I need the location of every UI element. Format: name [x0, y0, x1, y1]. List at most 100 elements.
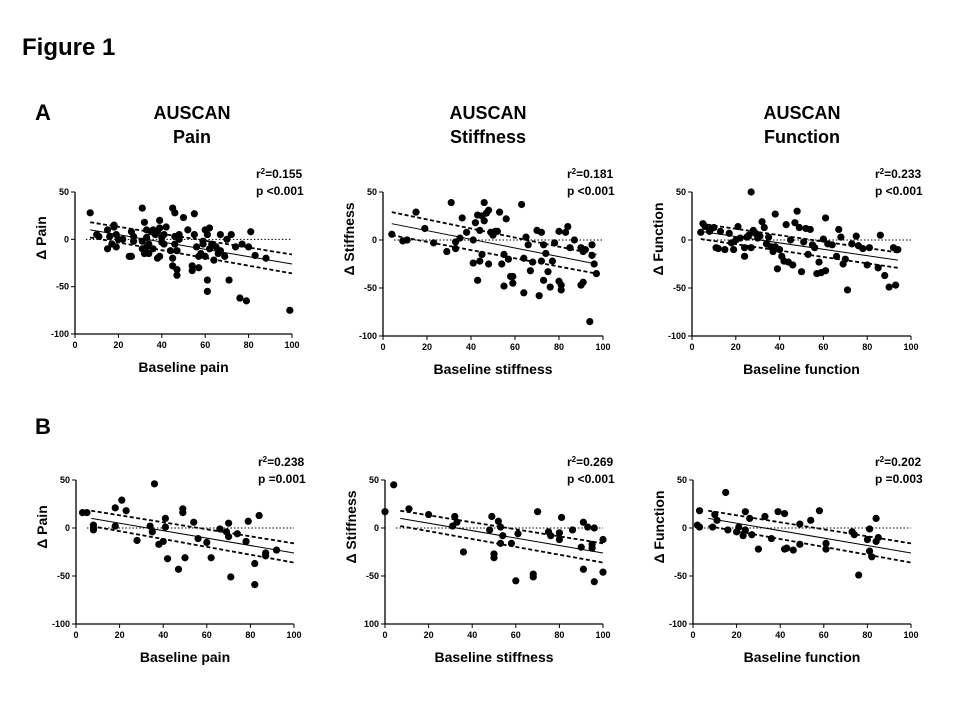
p-value-label: p <0.001 — [256, 184, 304, 198]
data-point — [163, 555, 172, 563]
data-point — [709, 523, 717, 531]
data-point — [741, 508, 749, 516]
superscript-2: 2 — [880, 167, 885, 176]
x-tick-label: 100 — [903, 630, 918, 640]
chart-panel-A-stiffness: 0 20 40 60 80 100 50 0 -50 -100 Baseline stiffness… — [341, 167, 615, 377]
column-title-line1: AUSCAN — [449, 103, 527, 123]
data-point — [192, 243, 201, 251]
data-point — [695, 523, 704, 531]
data-point — [480, 198, 488, 207]
data-point — [529, 573, 537, 581]
data-point — [542, 249, 550, 258]
y-tick-label: 50 — [59, 187, 69, 197]
data-point — [512, 577, 520, 585]
data-point — [205, 224, 214, 232]
data-point — [804, 250, 812, 258]
data-point — [850, 531, 858, 539]
data-point — [403, 236, 411, 244]
y-axis-label: Δ Function — [650, 202, 666, 275]
chart-panel-B-stiffness: 0 20 40 60 80 100 50 0 -50 100 Baseline stiffness Δ… — [343, 455, 615, 665]
data-point — [535, 292, 543, 300]
data-point — [459, 548, 468, 556]
data-point — [524, 241, 532, 249]
ci-lower-line — [91, 525, 295, 564]
data-point — [262, 254, 270, 262]
data-point — [238, 240, 246, 248]
x-tick-label: 80 — [244, 340, 254, 350]
data-point — [584, 523, 592, 531]
data-point — [507, 539, 516, 547]
column-title-function: AUSCAN Function — [702, 101, 902, 149]
data-point — [251, 251, 259, 260]
x-tick-label: 20 — [115, 630, 125, 640]
data-point — [145, 249, 153, 258]
data-point — [592, 270, 601, 278]
r-squared-label: r2=0.155 — [256, 167, 302, 181]
x-axis-label: Baseline stiffness — [434, 649, 553, 665]
x-tick-label: 40 — [157, 340, 167, 350]
x-tick-label: 0 — [382, 630, 387, 640]
r-symbol: r — [256, 167, 261, 181]
data-point — [821, 267, 830, 275]
data-point — [194, 534, 202, 543]
p-value-label: p <0.001 — [875, 184, 923, 198]
data-point — [722, 488, 730, 497]
data-point — [103, 245, 112, 253]
chart-panel-A-pain: 0 20 40 60 80 100 50 0 -50 -100 Baseline pain Δ Pai… — [33, 167, 304, 375]
x-tick-label: 100 — [903, 342, 918, 352]
data-point — [110, 221, 118, 229]
regression-line — [700, 230, 898, 261]
data-point — [247, 228, 255, 236]
data-point — [225, 276, 233, 284]
x-axis-label: Baseline pain — [138, 359, 228, 375]
data-point — [231, 243, 240, 251]
data-point — [496, 208, 504, 216]
r-squared-label: r2=0.233 — [875, 167, 921, 181]
data-point — [725, 229, 733, 237]
data-point — [86, 209, 94, 217]
data-point — [216, 231, 224, 239]
figure-title: Figure 1 — [22, 34, 116, 61]
data-point — [741, 526, 749, 534]
x-tick-label: 60 — [510, 342, 520, 352]
data-point — [579, 278, 587, 286]
data-point — [458, 214, 466, 222]
data-point — [496, 523, 505, 531]
data-point — [791, 219, 799, 227]
data-point — [522, 233, 530, 241]
column-title-line1: AUSCAN — [763, 103, 841, 123]
data-point — [201, 252, 209, 260]
data-point — [471, 219, 479, 227]
data-point — [381, 508, 389, 516]
data-point — [780, 509, 789, 518]
data-point — [490, 554, 498, 562]
data-point — [544, 268, 552, 276]
data-point — [405, 505, 413, 513]
data-point — [242, 537, 250, 546]
data-point — [203, 276, 211, 284]
data-point — [735, 523, 743, 531]
data-point — [590, 578, 598, 586]
superscript-2: 2 — [572, 455, 577, 464]
y-tick-label: -50 — [364, 283, 377, 293]
data-point — [701, 222, 709, 231]
x-tick-label: 100 — [595, 342, 610, 352]
panel-letter-a: A — [35, 100, 51, 125]
data-point — [739, 532, 747, 540]
data-point — [745, 231, 753, 239]
regression-line — [90, 229, 293, 265]
data-point — [822, 545, 830, 553]
data-point — [161, 514, 169, 523]
data-point — [504, 255, 512, 263]
data-point — [486, 526, 494, 534]
data-point — [876, 231, 884, 239]
data-point — [210, 256, 218, 264]
y-tick-label: -50 — [56, 282, 69, 292]
data-point — [577, 543, 585, 551]
y-axis-label: Δ Pain — [34, 505, 50, 549]
data-point — [822, 539, 830, 547]
data-point — [160, 240, 168, 248]
data-point — [162, 223, 170, 231]
data-point — [756, 232, 764, 240]
data-point — [453, 518, 461, 526]
